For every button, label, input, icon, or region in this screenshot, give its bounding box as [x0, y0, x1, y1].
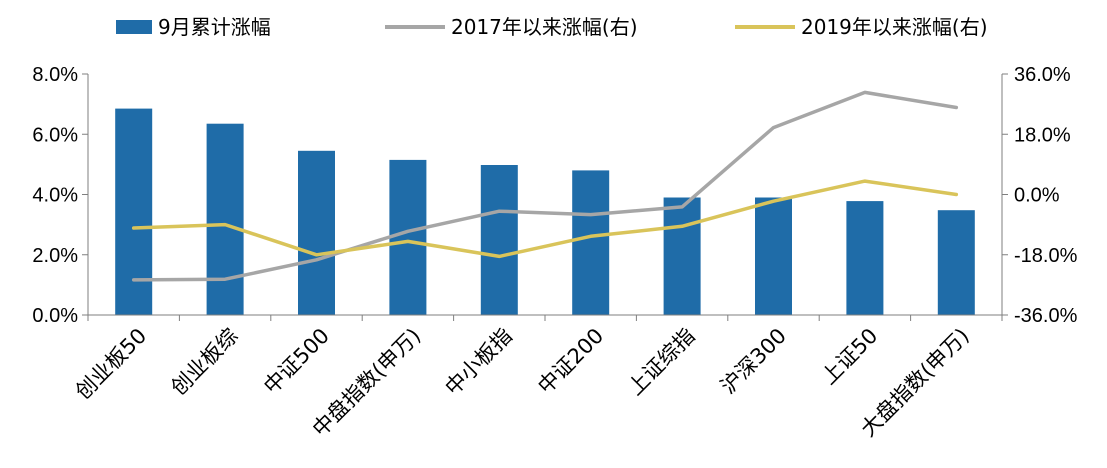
category-label-0: 创业板50 — [71, 324, 151, 404]
bar-8 — [846, 201, 884, 315]
category-label-7: 沪深300 — [716, 324, 791, 399]
y-left-tick-label: 8.0% — [32, 64, 78, 86]
category-label-5: 中证200 — [533, 324, 608, 399]
bar-5 — [572, 170, 610, 315]
bar-0 — [115, 108, 153, 315]
bar-7 — [755, 197, 792, 315]
category-label-2: 中证500 — [259, 324, 334, 399]
category-label-4: 中小板指 — [440, 324, 516, 400]
y-right-tick-label: 36.0% — [1014, 64, 1071, 86]
line-series — [131, 90, 959, 282]
legend: 9月累计涨幅 2017年以来涨幅(右) 2019年以来涨幅(右) — [116, 15, 988, 39]
bar-4 — [480, 165, 518, 315]
category-label-6: 上证综指 — [623, 324, 699, 400]
y-left-tick-label: 0.0% — [32, 305, 78, 327]
y-left-tick-label: 6.0% — [32, 124, 78, 146]
category-label-8: 上证50 — [817, 324, 883, 390]
bar-series — [115, 108, 975, 315]
category-label-1: 创业板综 — [166, 324, 242, 400]
legend-item-1: 2017年以来涨幅(右) — [385, 15, 638, 39]
y-right-tick-label: -18.0% — [1014, 245, 1078, 267]
axes: 0.0% 2.0% 4.0% 6.0% 8.0% -36.0% -18.0% 0.0% 18.0… — [32, 64, 1077, 327]
legend-label: 2017年以来涨幅(右) — [451, 15, 638, 39]
bar-9 — [937, 210, 975, 315]
legend-label: 9月累计涨幅 — [158, 15, 271, 39]
line-series-2 — [131, 179, 959, 259]
bar-3 — [389, 159, 427, 315]
legend-item-2: 2019年以来涨幅(右) — [735, 15, 988, 39]
y-right-tick-label: -36.0% — [1014, 305, 1078, 327]
bar-6 — [663, 197, 701, 315]
bar-2 — [298, 150, 335, 315]
y-left-tick-label: 2.0% — [32, 245, 78, 267]
legend-label: 2019年以来涨幅(右) — [801, 15, 988, 39]
y-right-tick-label: 18.0% — [1014, 124, 1071, 146]
legend-swatch-bar — [116, 20, 152, 34]
bar-1 — [206, 123, 244, 315]
y-left-tick-label: 4.0% — [32, 185, 78, 207]
y-right-tick-label: 0.0% — [1014, 185, 1060, 207]
line-series-1 — [131, 90, 959, 282]
legend-item-0: 9月累计涨幅 — [116, 15, 271, 39]
